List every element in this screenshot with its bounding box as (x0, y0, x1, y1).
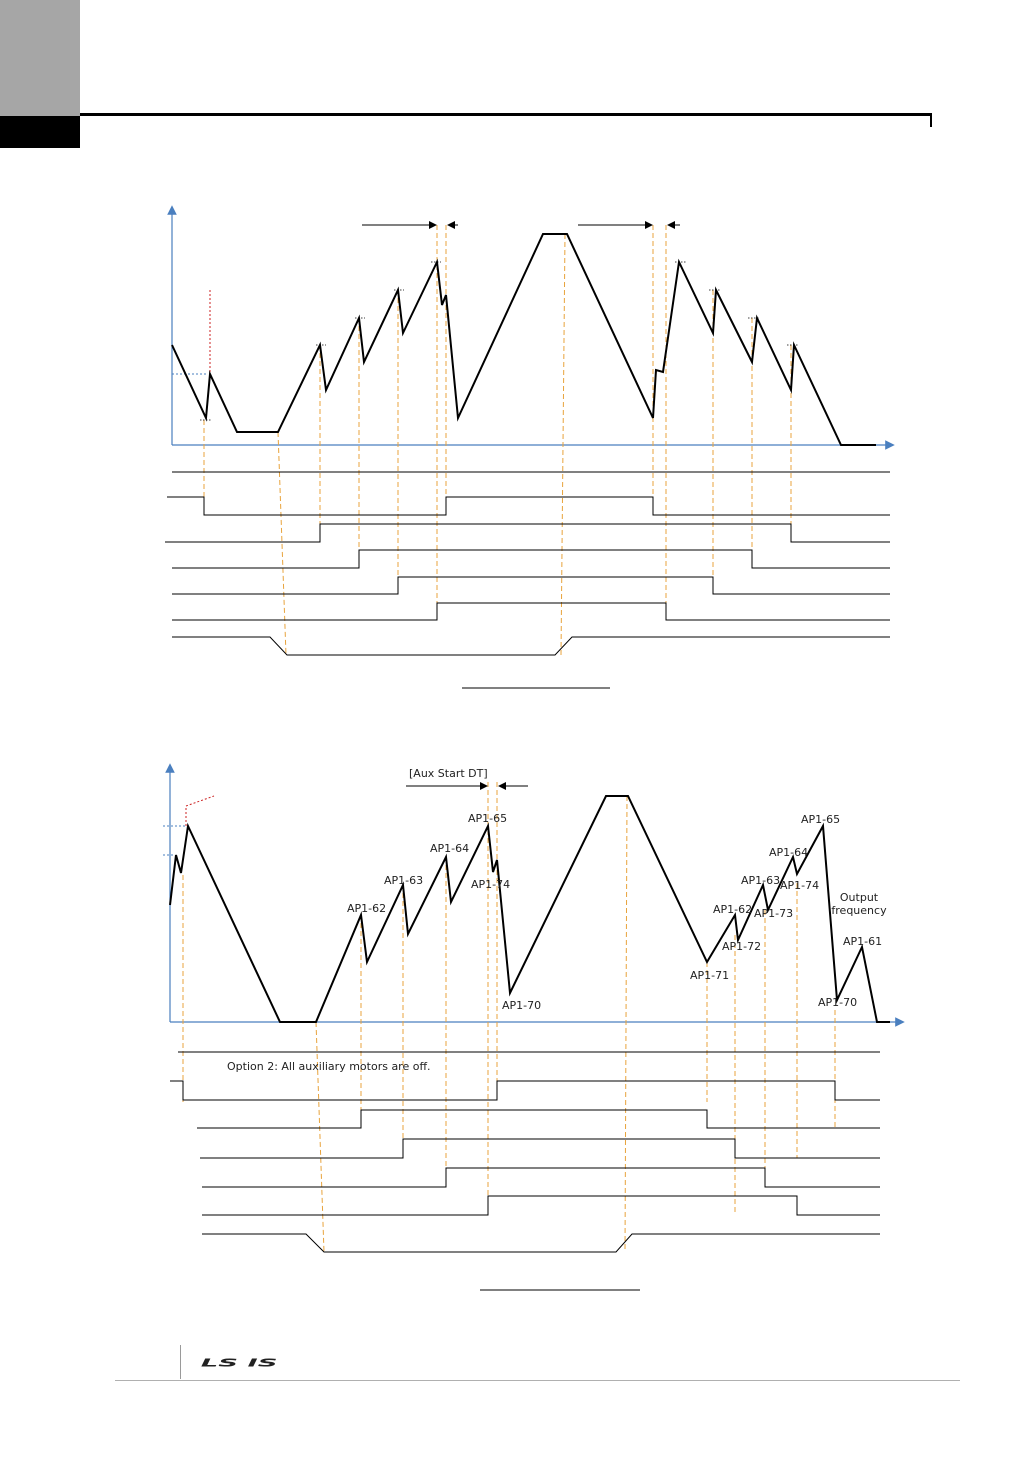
status-lines-bottom (170, 1051, 880, 1253)
ap-labels: AP1-62 AP1-63 AP1-64 AP1-65 AP1-74 AP1-7… (347, 812, 882, 1012)
footer-divider (180, 1345, 181, 1379)
label-ap1-64-left: AP1-64 (430, 842, 469, 855)
ls-is-logo: LS IS (201, 1357, 278, 1369)
label-ap1-61: AP1-61 (843, 935, 882, 948)
label-ap1-64-right: AP1-64 (769, 846, 808, 859)
label-ap1-62-left: AP1-62 (347, 902, 386, 915)
label-ap1-62-right: AP1-62 (713, 903, 752, 916)
option-note: Option 2: All auxiliary motors are off. (227, 1060, 431, 1073)
label-ap1-71: AP1-71 (690, 969, 729, 982)
label-ap1-65-left: AP1-65 (468, 812, 507, 825)
header-rule (80, 113, 932, 116)
page-tab-gray (0, 0, 80, 116)
footer-rule (115, 1380, 960, 1381)
label-ap1-63-left: AP1-63 (384, 874, 423, 887)
output-frequency-top (171, 233, 876, 446)
label-ap1-73: AP1-73 (754, 907, 793, 920)
output-frequency-label-2: frequency (831, 904, 887, 917)
label-ap1-74-left: AP1-74 (471, 878, 510, 891)
red-marker-bottom (185, 795, 215, 826)
label-ap1-63-right: AP1-63 (741, 874, 780, 887)
logo-text: LS IS (201, 1357, 278, 1369)
timing-diagram-bottom: [Aux Start DT] AP1-62 AP1-63 AP1-64 AP1-… (163, 763, 905, 1291)
label-ap1-72: AP1-72 (722, 940, 761, 953)
aux-start-label: [Aux Start DT] (409, 767, 488, 780)
label-ap1-65-right: AP1-65 (801, 813, 840, 826)
status-lines-top (165, 471, 890, 656)
guide-lines-top (203, 225, 792, 656)
timing-diagram-top (165, 205, 895, 689)
label-ap1-70-left: AP1-70 (502, 999, 541, 1012)
output-frequency-label-1: Output (840, 891, 879, 904)
header-tick (930, 113, 932, 127)
output-frequency-bottom (169, 795, 890, 1023)
page-tab-black (0, 116, 80, 148)
label-ap1-74-right: AP1-74 (780, 879, 819, 892)
guide-lines-bottom (182, 782, 836, 1253)
label-ap1-70-right: AP1-70 (818, 996, 857, 1009)
